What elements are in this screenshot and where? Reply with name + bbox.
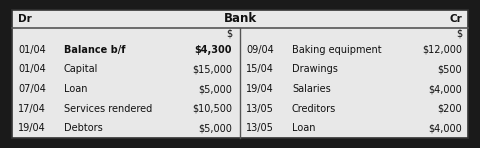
Text: Drawings: Drawings — [292, 64, 338, 74]
Text: Services rendered: Services rendered — [64, 104, 152, 114]
Text: $5,000: $5,000 — [198, 123, 232, 133]
Text: 09/04: 09/04 — [246, 45, 274, 55]
Text: $: $ — [456, 29, 462, 39]
Text: Creditors: Creditors — [292, 104, 336, 114]
Text: $15,000: $15,000 — [192, 64, 232, 74]
Text: Loan: Loan — [292, 123, 315, 133]
Text: 13/05: 13/05 — [246, 104, 274, 114]
Text: 19/04: 19/04 — [246, 84, 274, 94]
Text: $4,000: $4,000 — [428, 84, 462, 94]
Text: $10,500: $10,500 — [192, 104, 232, 114]
Text: $5,000: $5,000 — [198, 84, 232, 94]
Text: Dr: Dr — [18, 14, 32, 24]
Text: 01/04: 01/04 — [18, 45, 46, 55]
Text: $4,300: $4,300 — [194, 45, 232, 55]
Text: $200: $200 — [437, 104, 462, 114]
Text: 07/04: 07/04 — [18, 84, 46, 94]
Text: $4,000: $4,000 — [428, 123, 462, 133]
Text: Baking equipment: Baking equipment — [292, 45, 382, 55]
Text: Capital: Capital — [64, 64, 98, 74]
Text: Balance b/f: Balance b/f — [64, 45, 125, 55]
Text: Salaries: Salaries — [292, 84, 331, 94]
Text: $12,000: $12,000 — [422, 45, 462, 55]
Text: Debtors: Debtors — [64, 123, 103, 133]
Text: 17/04: 17/04 — [18, 104, 46, 114]
Bar — [12, 10, 468, 138]
Text: 13/05: 13/05 — [246, 123, 274, 133]
Text: Loan: Loan — [64, 84, 87, 94]
Text: 19/04: 19/04 — [18, 123, 46, 133]
Text: Bank: Bank — [223, 12, 257, 25]
Text: $: $ — [226, 29, 232, 39]
Text: $500: $500 — [437, 64, 462, 74]
Text: Cr: Cr — [449, 14, 462, 24]
Text: 15/04: 15/04 — [246, 64, 274, 74]
Text: 01/04: 01/04 — [18, 64, 46, 74]
